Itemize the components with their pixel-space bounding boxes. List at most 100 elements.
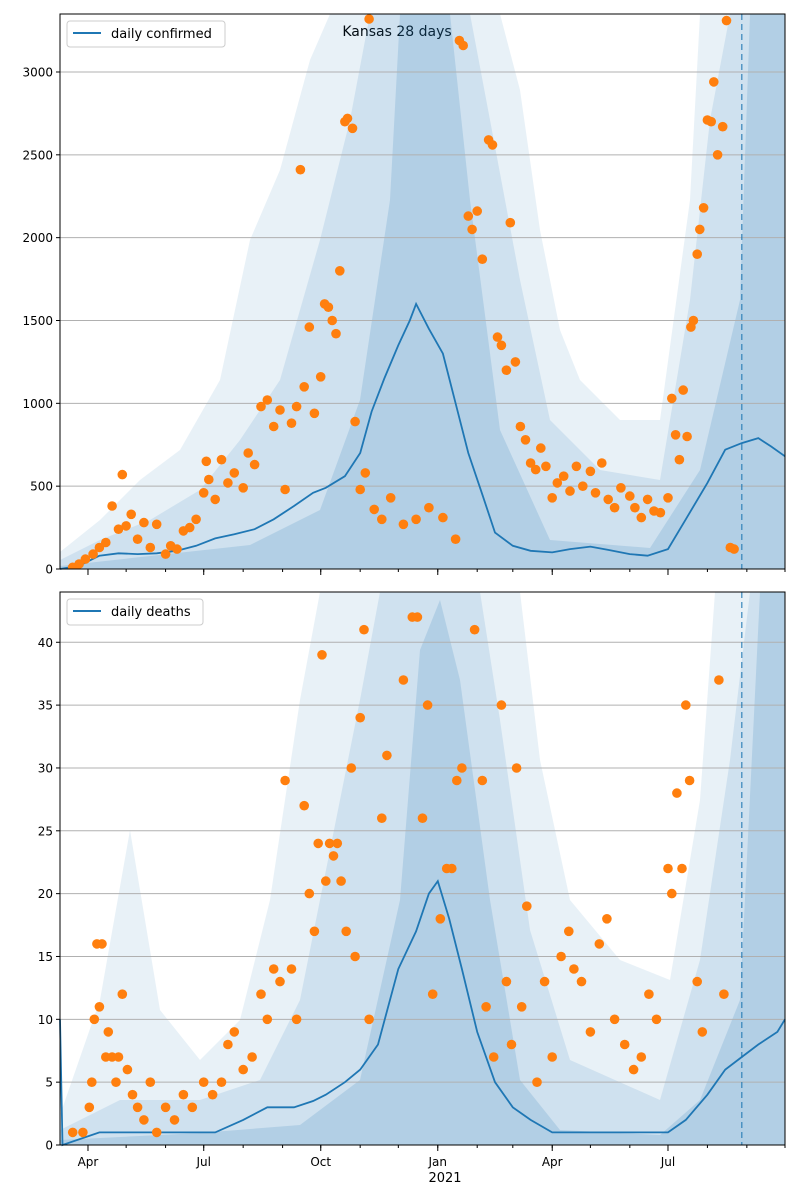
confirmed-data-point [126, 509, 136, 520]
y-tick-label: 2500 [22, 148, 53, 162]
deaths-data-point [132, 1102, 143, 1113]
confirmed-data-point [377, 514, 387, 525]
confirmed-data-point [663, 493, 673, 503]
confirmed-data-point [729, 544, 739, 554]
deaths-data-point [103, 1027, 114, 1037]
confirmed-data-point [616, 483, 626, 493]
confirmed-data-point [299, 382, 310, 392]
y-tick-label: 30 [38, 761, 53, 775]
deaths-data-point [609, 1014, 620, 1025]
confirmed-data-point [458, 40, 469, 51]
confirmed-data-point [682, 431, 692, 442]
deaths-data-point [216, 1077, 227, 1087]
confirmed-data-point [280, 484, 290, 495]
deaths-data-point [262, 1014, 273, 1025]
confirmed-data-point [385, 493, 396, 503]
deaths-panel: 0 5 10 15 20 25 30 35 40 Apr Jul Oct Jan Apr Jul 2021… [38, 591, 786, 1186]
confirmed-data-point [335, 266, 345, 276]
deaths-band-inner [60, 592, 785, 1145]
x-tick-label: Apr [78, 1155, 99, 1169]
y-tick-label: 0 [45, 1139, 53, 1153]
deaths-data-point [332, 838, 343, 849]
confirmed-data-point [642, 494, 653, 505]
confirmed-data-point [160, 549, 171, 559]
deaths-data-point [145, 1077, 156, 1087]
deaths-y-ticks: 0 5 10 15 20 25 30 35 40 [38, 636, 60, 1153]
deaths-data-point [122, 1064, 133, 1075]
confirmed-data-point [525, 458, 536, 468]
deaths-data-point [481, 1002, 491, 1012]
confirmed-data-point [204, 474, 214, 485]
deaths-data-point [532, 1077, 542, 1087]
confirmed-data-point [216, 454, 227, 465]
deaths-data-point [457, 763, 467, 773]
deaths-data-point [117, 989, 128, 999]
deaths-data-point [317, 650, 327, 660]
confirmed-data-point [309, 408, 320, 419]
confirmed-data-point [603, 494, 613, 505]
deaths-legend: daily deaths [66, 598, 204, 626]
confirmed-data-point [101, 537, 111, 548]
confirmed-data-point [121, 521, 131, 531]
confirmed-data-point [139, 517, 149, 528]
confirmed-data-point [331, 328, 341, 339]
y-tick-label: 500 [30, 480, 53, 494]
deaths-data-point [280, 775, 290, 786]
deaths-axes-frame [59, 591, 786, 1146]
confirmed-data-point [256, 401, 266, 412]
confirmed-data-point [472, 206, 483, 216]
confirmed-data-point [670, 430, 681, 440]
confirmed-data-point [674, 454, 685, 465]
confirmed-data-point [706, 116, 716, 127]
deaths-data-point [247, 1052, 257, 1062]
deaths-data-point [488, 1052, 499, 1062]
confirmed-data-point [438, 512, 448, 523]
confirmed-band-inner [60, 14, 785, 569]
confirmed-data-point [712, 150, 723, 160]
deaths-data-point [677, 863, 687, 874]
deaths-data-point [417, 813, 428, 823]
deaths-data-point [187, 1102, 198, 1113]
confirmed-data-point [578, 481, 588, 492]
confirmed-data-point [132, 534, 143, 544]
deaths-data-point [355, 712, 366, 723]
deaths-data-point [67, 1127, 78, 1138]
y-tick-label: 10 [38, 1013, 53, 1027]
deaths-data-point [364, 1014, 374, 1025]
confirmed-data-point [275, 405, 285, 415]
deaths-bands [60, 592, 785, 1145]
confirmed-axes-frame [59, 13, 786, 570]
deaths-data-point [304, 888, 315, 899]
confirmed-data-point [364, 14, 374, 24]
confirmed-data-point [327, 315, 338, 326]
y-tick-label: 3000 [22, 65, 53, 79]
confirmed-data-point [463, 211, 474, 221]
deaths-data-point [341, 926, 352, 937]
deaths-data-point [229, 1027, 240, 1037]
confirmed-data-point [721, 15, 732, 26]
deaths-data-point [324, 838, 335, 849]
confirmed-data-point [510, 357, 521, 367]
deaths-data-point [321, 876, 331, 886]
deaths-data-point [651, 1014, 662, 1025]
deaths-data-point [238, 1064, 248, 1075]
y-tick-label: 25 [38, 824, 53, 838]
deaths-data-point [178, 1089, 189, 1100]
deaths-data-point [398, 675, 409, 685]
deaths-data-point [89, 1014, 100, 1025]
confirmed-data-point [667, 393, 677, 404]
confirmed-data-point [238, 483, 248, 493]
confirmed-data-point [145, 542, 156, 553]
y-tick-label: 2000 [22, 231, 53, 245]
confirmed-data-point [172, 544, 182, 554]
confirmed-data-point [184, 522, 195, 533]
confirmed-data-point [625, 491, 635, 501]
deaths-data-point [299, 800, 310, 811]
deaths-data-point [602, 914, 612, 924]
confirmed-data-point [286, 418, 297, 429]
confirmed-data-point [609, 502, 620, 513]
deaths-data-point [113, 1052, 124, 1062]
deaths-data-point [585, 1027, 596, 1037]
deaths-data-point [87, 1077, 97, 1087]
x-tick-label: Apr [542, 1155, 563, 1169]
